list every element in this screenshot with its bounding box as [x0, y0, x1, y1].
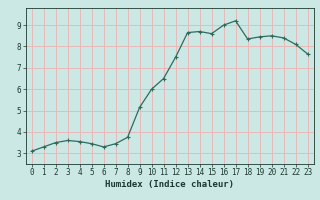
X-axis label: Humidex (Indice chaleur): Humidex (Indice chaleur)	[105, 180, 234, 189]
